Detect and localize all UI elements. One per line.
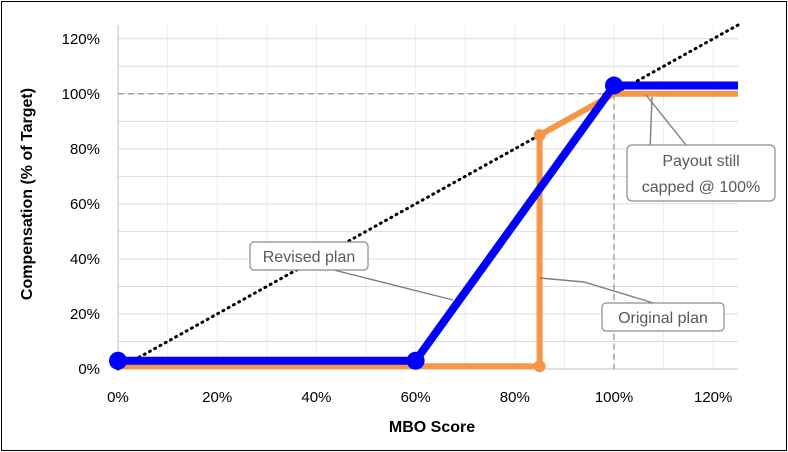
original-marker: [533, 360, 546, 373]
x-tick-label: 40%: [301, 389, 331, 406]
revised-marker: [406, 351, 425, 370]
original-marker: [533, 129, 546, 142]
revised-marker: [605, 76, 623, 95]
x-tick-label: 20%: [202, 389, 232, 406]
original-plan-box: [601, 302, 725, 332]
reference-lines: [118, 93, 738, 369]
tick-labels: 0% 20% 40% 60% 80% 100% 120% 0% 20% 40% 60% 80% 100%…: [62, 31, 733, 406]
revised-plan-label: Revised plan: [263, 249, 356, 266]
revised-plan-leader: [317, 265, 454, 301]
original-plan-leader: [539, 277, 661, 306]
y-tick-label: 120%: [62, 31, 100, 48]
y-tick-label: 20%: [70, 306, 100, 323]
x-axis-title: MBO Score: [389, 419, 475, 436]
y-axis-title: Compensation (% of Target): [19, 88, 36, 300]
y-tick-label: 40%: [70, 251, 100, 268]
x-tick-label: 60%: [401, 389, 431, 406]
revised-line: [118, 81, 738, 365]
y-tick-label: 80%: [70, 141, 100, 158]
y-tick-label: 0%: [78, 361, 100, 378]
revised-marker: [109, 351, 127, 370]
cap-leader-left: [649, 96, 653, 151]
diagonal-line: [116, 23, 740, 371]
y-tick-label: 100%: [62, 86, 100, 103]
x-tick-label: 0%: [107, 389, 129, 406]
revised-plan-box: [249, 241, 369, 271]
cap-box: [626, 144, 776, 202]
original-plan-label: Original plan: [618, 310, 708, 327]
x-tick-label: 100%: [595, 389, 633, 406]
cap-callout: Payout still capped @ 100%: [626, 94, 776, 202]
cap-label-line1: Payout still: [662, 153, 739, 170]
cap-leader-right: [645, 94, 691, 151]
x-tick-label: 120%: [694, 389, 732, 406]
cap-label-line2: capped @ 100%: [642, 179, 761, 196]
series-layer: [109, 23, 740, 373]
y-tick-label: 60%: [70, 196, 100, 213]
revised-plan-callout: Revised plan: [249, 241, 454, 301]
x-tick-label: 80%: [500, 389, 530, 406]
original-plan-callout: Original plan: [539, 277, 725, 332]
